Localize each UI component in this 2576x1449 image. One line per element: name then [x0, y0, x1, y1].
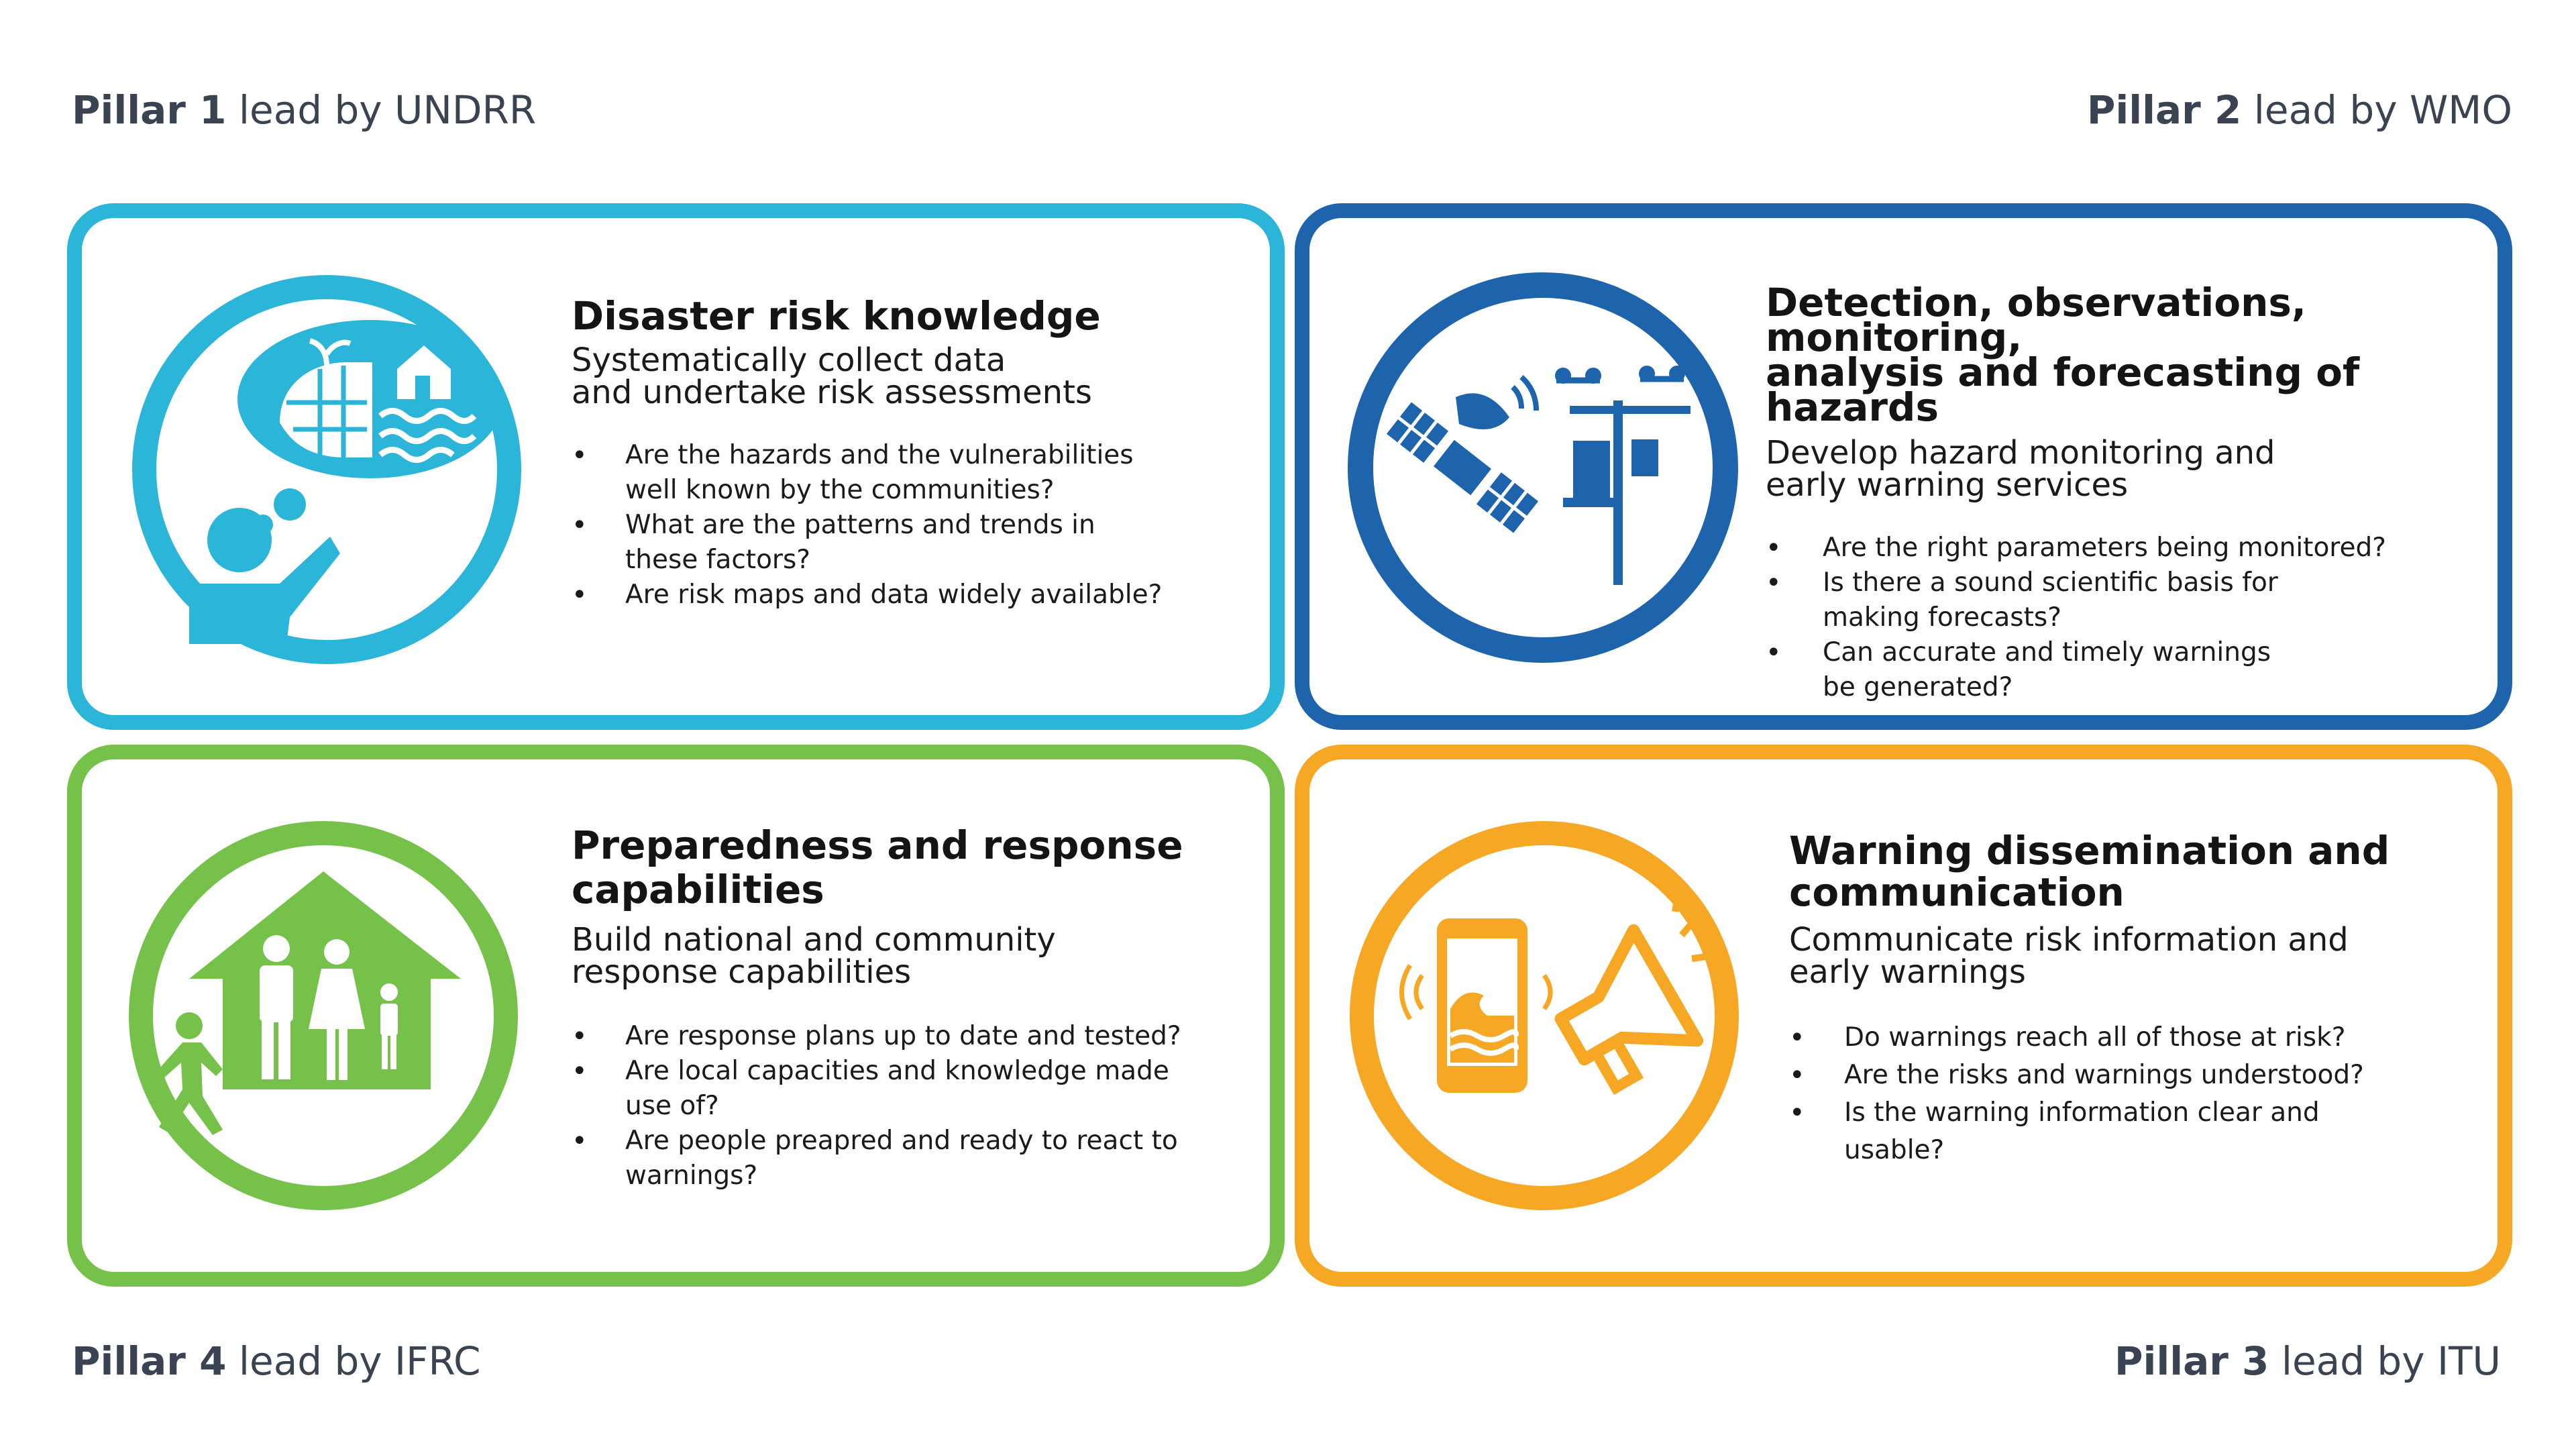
list-item: Are response plans up to date and tested… [572, 1019, 1283, 1054]
pillar-4-label: Pillar 4 lead by IFRC [72, 1338, 481, 1384]
preparedness-card: Preparedness and response capabilities B… [67, 745, 1285, 1287]
list-item: Are the right parameters being monitored… [1766, 531, 2490, 566]
list-item: Do warnings reach all of those at risk? [1789, 1019, 2500, 1057]
card-subtitle: Systematically collect data and undertak… [572, 341, 1092, 411]
detection-card: Detection, observations, monitoring, ana… [1295, 203, 2512, 730]
card-title: Warning dissemination and communication [1789, 828, 2390, 915]
card-title: Preparedness and response capabilities [572, 822, 1183, 912]
list-item: Are the hazards and the vulnerabilitiesw… [572, 438, 1276, 508]
list-item: Is the warning information clear andusab… [1789, 1094, 2500, 1169]
card-title: Detection, observations, monitoring, ana… [1766, 280, 2360, 430]
phone-megaphone-icon [1343, 814, 1746, 1217]
list-item: Are the risks and warnings understood? [1789, 1057, 2500, 1094]
thinking-person-hazards-icon [125, 268, 528, 671]
question-list: Are the right parameters being monitored… [1766, 531, 2490, 705]
list-item: Are people preapred and ready to react t… [572, 1124, 1283, 1193]
list-item: Are local capacities and knowledge madeu… [572, 1054, 1283, 1124]
card-subtitle: Build national and community response ca… [572, 921, 1056, 991]
warning-content: Warning dissemination and communication … [1789, 830, 2500, 1169]
warning-card: Warning dissemination and communication … [1295, 745, 2512, 1287]
card-subtitle: Develop hazard monitoring and early warn… [1766, 434, 2275, 504]
card-title: Disaster risk knowledge [572, 293, 1101, 339]
detection-content: Detection, observations, monitoring, ana… [1766, 280, 2490, 705]
question-list: Are the hazards and the vulnerabilitiesw… [572, 438, 1276, 612]
pillar-3-label: Pillar 3 lead by ITU [2114, 1338, 2501, 1384]
list-item: Are risk maps and data widely available? [572, 578, 1276, 612]
question-list: Are response plans up to date and tested… [572, 1019, 1283, 1193]
list-item: Is there a sound scientific basis formak… [1766, 566, 2490, 635]
family-house-icon [122, 814, 525, 1217]
risk-knowledge-card: Disaster risk knowledge Systematically c… [67, 203, 1285, 730]
satellite-weather-station-icon [1342, 266, 1744, 669]
pillar-2-label: Pillar 2 lead by WMO [2086, 87, 2512, 133]
list-item: What are the patterns and trends inthese… [572, 508, 1276, 578]
risk-knowledge-content: Disaster risk knowledge Systematically c… [572, 297, 1276, 612]
card-subtitle: Communicate risk information and early w… [1789, 921, 2349, 991]
preparedness-content: Preparedness and response capabilities B… [572, 823, 1283, 1193]
pillar-1-label: Pillar 1 lead by UNDRR [72, 87, 537, 133]
question-list: Do warnings reach all of those at risk? … [1789, 1019, 2500, 1169]
